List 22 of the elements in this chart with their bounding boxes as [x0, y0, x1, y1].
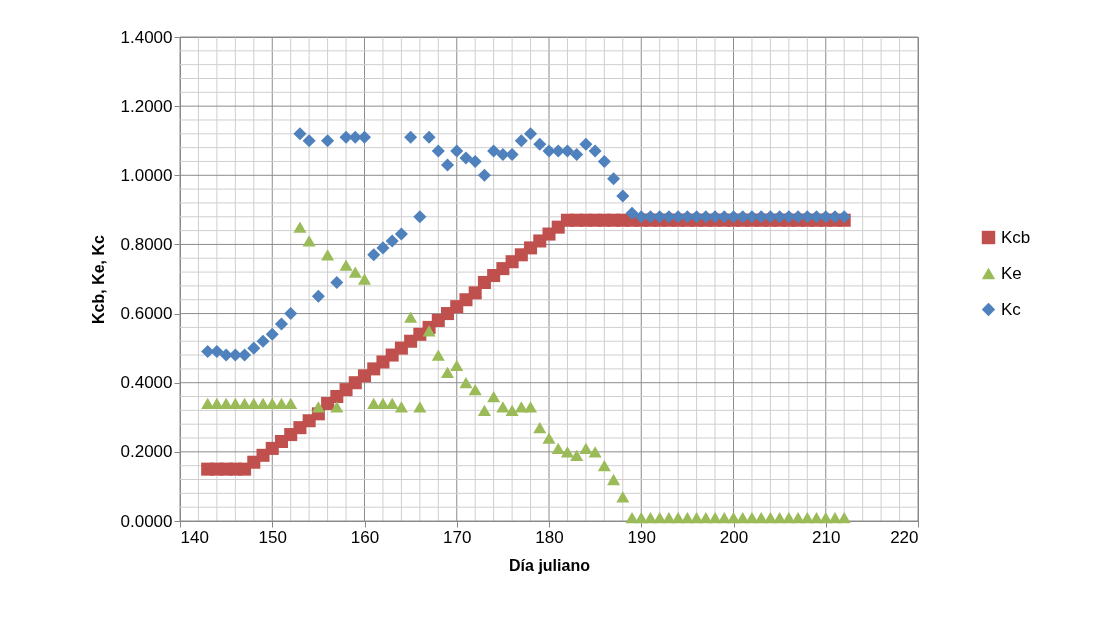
x-tick-label: 200 — [719, 527, 749, 547]
x-tick-label: 150 — [258, 527, 287, 547]
y-tick-label: 0.0000 — [120, 511, 173, 531]
y-axis-title: Kcb, Ke, Kc — [89, 234, 107, 324]
x-tick-label: 170 — [443, 527, 472, 547]
y-tick-label: 0.8000 — [120, 234, 173, 254]
x-tick-label: 160 — [350, 527, 380, 547]
y-tick-label: 0.4000 — [120, 373, 173, 393]
x-tick-label: 180 — [535, 527, 564, 547]
y-tick-label: 0.6000 — [120, 304, 173, 324]
x-tick-label: 140 — [180, 527, 209, 547]
x-axis-title: Día juliano — [509, 556, 591, 574]
y-tick-label: 1.2000 — [120, 96, 173, 116]
legend-label: Kc — [1001, 299, 1022, 319]
y-tick-label: 1.0000 — [120, 165, 173, 185]
y-tick-label: 0.2000 — [120, 442, 173, 462]
x-tick-label: 220 — [890, 527, 919, 547]
legend-label: Ke — [1001, 263, 1022, 283]
x-tick-label: 210 — [812, 527, 841, 547]
y-tick-label: 1.4000 — [120, 27, 173, 47]
legend-label: Kcb — [1001, 227, 1031, 247]
x-tick-label: 190 — [627, 527, 656, 547]
